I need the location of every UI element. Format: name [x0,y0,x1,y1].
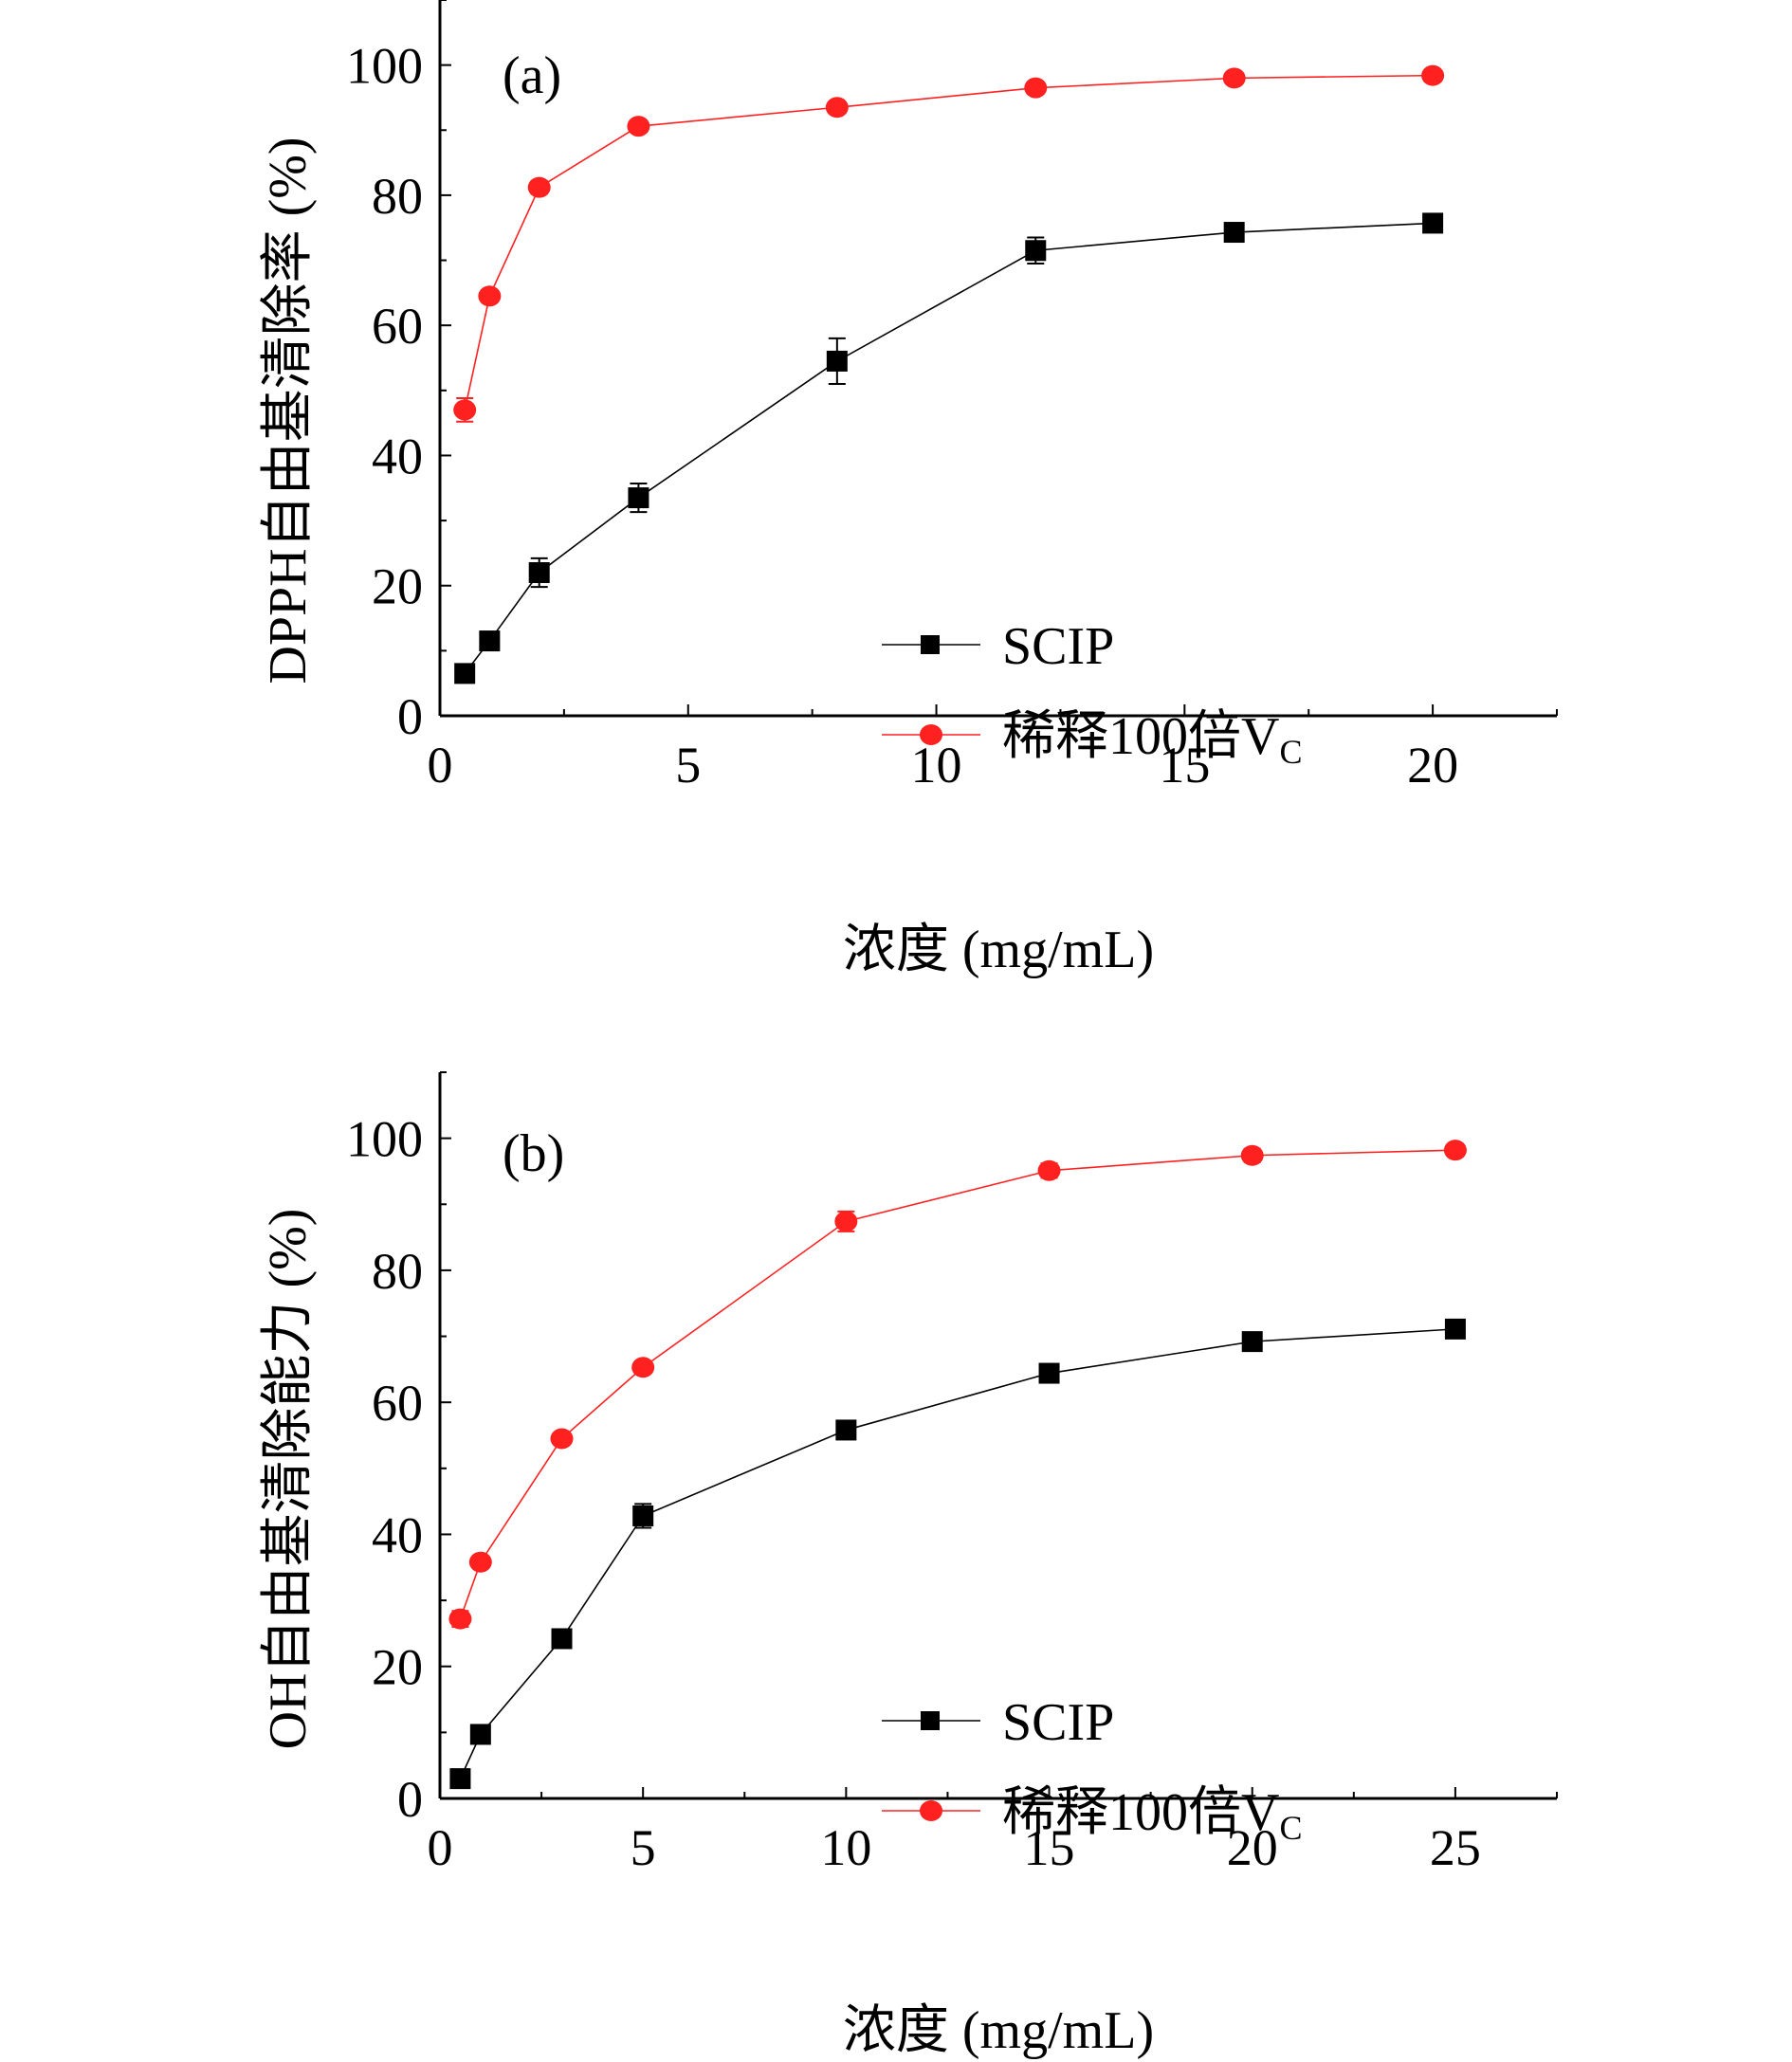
legend-item: 稀释100倍VC [882,1783,1302,1847]
x-tick-label: 15 [1024,1819,1075,1876]
data-point [1422,212,1444,234]
data-point [628,487,649,509]
data-point [835,1419,857,1441]
y-tick-label: 80 [372,168,423,225]
x-axis-label: 浓度 (mg/mL) [843,921,1154,979]
y-tick-label: 40 [372,428,423,484]
y-axis-label: OH自由基清除能力 (%) [259,1209,318,1750]
series-scip [454,212,1444,684]
data-point [479,630,501,652]
x-tick-label: 0 [428,1819,453,1876]
data-point [453,399,477,421]
legend-label: SCIP [1002,617,1114,676]
data-point [825,97,849,119]
legend-item: SCIP [882,617,1114,676]
y-tick-label: 0 [397,688,423,745]
data-point [1240,1144,1264,1166]
series-line [464,74,1434,411]
legend: SCIP 稀释100倍VC [882,617,1302,771]
data-point [527,176,551,198]
legend-label: 稀释100倍VC [1002,1783,1302,1847]
data-point [627,116,650,137]
series-line [464,222,1434,674]
x-axis-label: 浓度 (mg/mL) [843,2001,1154,2060]
data-point [551,1628,573,1650]
series-line [459,1328,1455,1779]
data-point [550,1428,574,1450]
data-point [1223,222,1245,244]
data-point [1443,1140,1467,1161]
x-tick-label: 0 [428,737,453,794]
y-tick-label: 100 [346,1111,423,1168]
data-point [468,1551,492,1573]
series-vc [448,1140,1467,1630]
series-vc [453,64,1445,423]
data-point [1024,77,1048,99]
x-tick-label: 25 [1430,1819,1481,1876]
data-point [1444,1318,1466,1340]
panel-label: (b) [503,1124,564,1183]
legend-label: 稀释100倍VC [1002,707,1302,771]
x-tick-label: 10 [820,1819,871,1876]
legend-label: SCIP [1002,1693,1114,1752]
y-tick-label: 60 [372,298,423,355]
series-line [459,1149,1455,1619]
y-tick-label: 60 [372,1375,423,1432]
legend-marker-circle [920,1800,942,1821]
chart-panel-b: (b) 浓度 (mg/mL) OH自由基清除能力 (%) 0 20 40 60 80 10… [259,1071,1558,2060]
y-tick-label: 100 [346,38,423,95]
legend: SCIP 稀释100倍VC [882,1693,1302,1847]
y-tick-label: 20 [372,558,423,615]
x-tick-label: 20 [1227,1819,1278,1876]
y-axis-label: DPPH自由基清除率 (%) [259,137,318,684]
x-tick-label: 5 [631,1819,656,1876]
data-point [1241,1331,1263,1353]
legend-item: SCIP [882,1693,1114,1752]
data-point [631,1357,655,1378]
data-point [454,663,476,684]
data-point [1222,67,1246,89]
data-point [834,1211,858,1232]
legend-marker-square [921,635,940,654]
data-point [632,1505,654,1526]
y-tick-label: 20 [372,1639,423,1696]
data-point [1037,1159,1061,1181]
x-tick-label: 5 [675,737,701,794]
data-point [469,1724,491,1745]
data-point [1025,240,1047,262]
data-point [1038,1362,1060,1384]
legend-marker-square [921,1711,940,1730]
data-point [826,350,848,372]
data-point [448,1608,472,1630]
y-tick-label: 40 [372,1506,423,1563]
x-tick-label: 10 [911,737,962,794]
x-tick-label: 15 [1159,737,1210,794]
y-tick-label: 0 [397,1771,423,1828]
y-tick-label: 80 [372,1243,423,1300]
x-tick-label: 20 [1407,737,1458,794]
panel-label: (a) [503,46,561,105]
data-point [528,562,550,583]
legend-item: 稀释100倍VC [882,707,1302,771]
data-point [1421,64,1445,86]
data-point [449,1768,471,1790]
chart-panel-a: (a) 浓度 (mg/mL) DPPH自由基清除率 (%) 0 20 40 60 80 1… [259,0,1558,979]
series-scip [449,1318,1466,1790]
legend-marker-circle [920,724,942,745]
data-point [478,285,502,307]
